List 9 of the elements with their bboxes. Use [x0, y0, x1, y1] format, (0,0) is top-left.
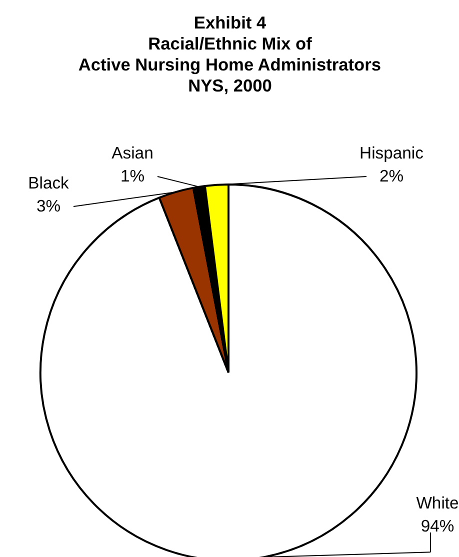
slice-label: Hispanic [360, 144, 424, 162]
slice-label: Black [28, 174, 70, 192]
chart-title: Exhibit 4 Racial/Ethnic Mix of Active Nursing Home Administrators NYS, 2000 [78, 12, 382, 96]
slice-label: White [416, 494, 459, 512]
data-label: 3% [36, 196, 61, 216]
data-label: 1% [120, 166, 145, 186]
data-label: 94% [420, 516, 454, 536]
slice-label: Asian [112, 144, 154, 162]
data-label: 2% [379, 166, 404, 186]
